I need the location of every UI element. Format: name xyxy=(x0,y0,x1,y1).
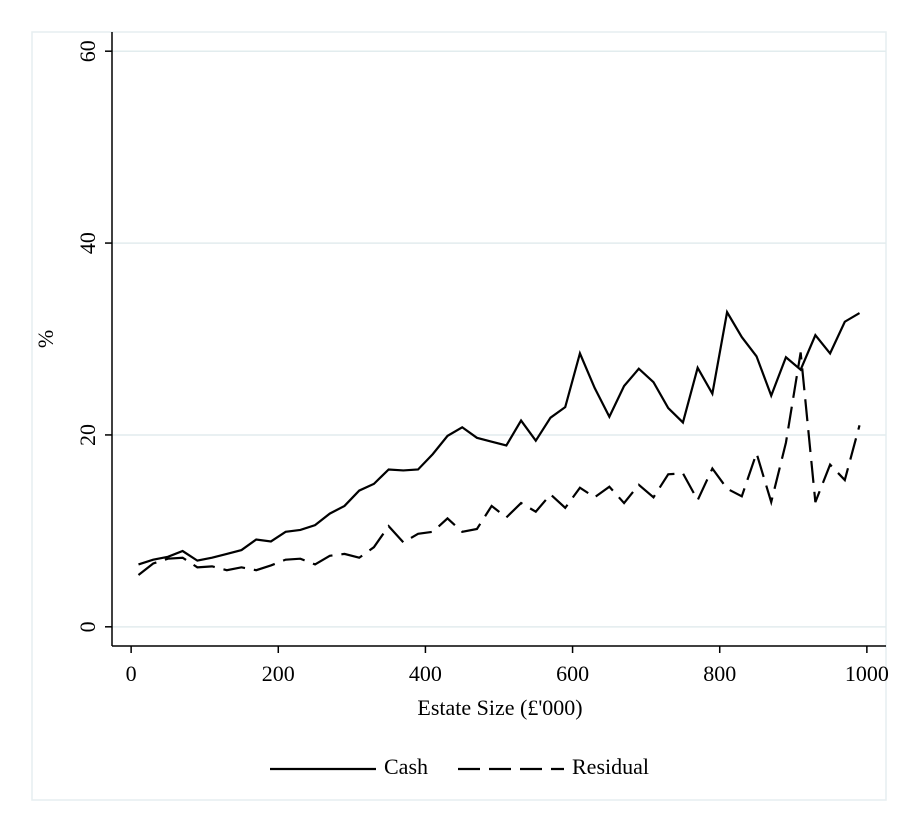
y-tick-label: 20 xyxy=(75,424,100,446)
y-tick-label: 40 xyxy=(75,232,100,254)
y-tick-label: 0 xyxy=(75,621,100,632)
x-tick-label: 0 xyxy=(126,661,137,686)
legend-label: Residual xyxy=(572,754,649,779)
x-tick-label: 400 xyxy=(409,661,442,686)
x-axis-label: Estate Size (£'000) xyxy=(417,695,582,720)
y-axis-label: % xyxy=(33,330,58,348)
line xyxy=(137,352,861,576)
line xyxy=(138,309,861,566)
x-tick-label: 1000 xyxy=(845,661,889,686)
x-tick-label: 200 xyxy=(262,661,295,686)
x-tick-label: 600 xyxy=(556,661,589,686)
frame xyxy=(31,31,887,801)
legend-label: Cash xyxy=(384,754,428,779)
x-tick-label: 800 xyxy=(703,661,736,686)
y-tick-label: 60 xyxy=(75,40,100,62)
